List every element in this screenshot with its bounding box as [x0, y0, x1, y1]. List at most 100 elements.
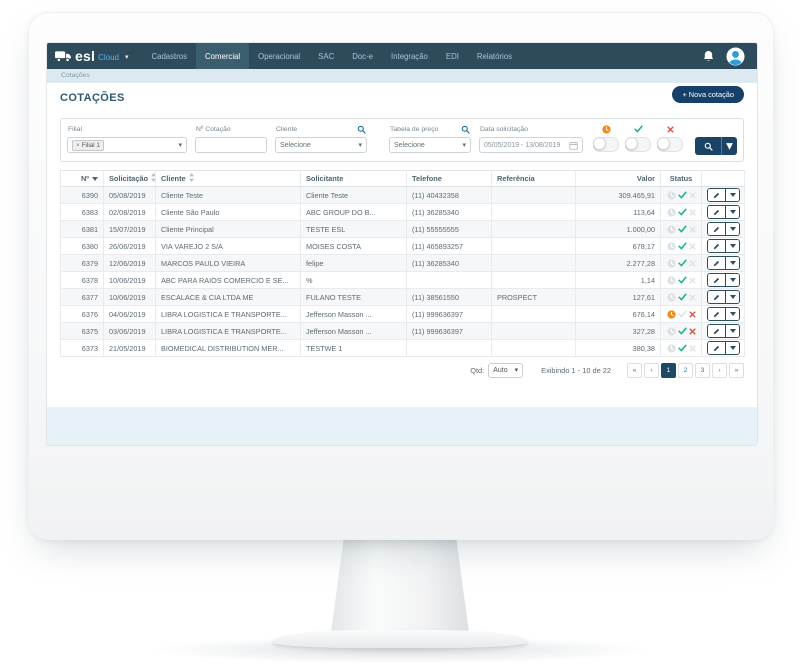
pagination-prev[interactable]: ‹: [644, 362, 659, 378]
column-label: Solicitação: [109, 174, 149, 183]
app-logo[interactable]: esl Cloud ▾: [55, 49, 128, 63]
edit-quote-button[interactable]: [708, 206, 725, 218]
table-row[interactable]: 6390 05/08/2019 Cliente Teste Cliente Teste…: [60, 186, 745, 204]
row-actions-dropdown-button[interactable]: [725, 206, 739, 218]
monitor-frame: esl Cloud ▾ Cadastros Comercial Operaciona…: [28, 12, 774, 540]
cliente-select[interactable]: Selecione ▾: [275, 137, 367, 153]
cotacao-input[interactable]: [195, 137, 267, 153]
pagination-first[interactable]: «: [627, 362, 642, 378]
clock-icon: [666, 207, 676, 217]
cell-telefone: [406, 271, 492, 289]
edit-quote-button[interactable]: [708, 291, 725, 303]
notifications-bell-icon[interactable]: [703, 50, 714, 62]
pagination-last[interactable]: »: [729, 362, 744, 378]
row-actions-dropdown-button[interactable]: [725, 189, 739, 201]
row-actions-dropdown-button[interactable]: [725, 308, 739, 320]
edit-quote-button[interactable]: [708, 189, 725, 201]
row-action-group: [707, 205, 740, 219]
cell-referencia: [491, 237, 576, 255]
table-row[interactable]: 6381 15/07/2019 Cliente Principal TESTE ESL…: [60, 220, 745, 238]
title-row: COTAÇÕES + Nova cotação: [60, 83, 744, 113]
search-button[interactable]: [695, 137, 721, 155]
column-header-cliente[interactable]: Cliente: [155, 170, 301, 187]
user-avatar[interactable]: [726, 46, 745, 66]
cell-solicitante: Jefferson Masson ...: [300, 322, 407, 340]
check-icon: [677, 242, 687, 250]
edit-quote-button[interactable]: [708, 308, 725, 320]
column-header-solicitacao[interactable]: Solicitação: [103, 170, 156, 187]
table-row[interactable]: 6383 02/08/2019 Cliente São Paulo ABC GROUP…: [60, 203, 745, 221]
search-options-button[interactable]: ▾: [721, 137, 737, 155]
search-icon[interactable]: [461, 125, 470, 134]
pagination-page-3[interactable]: 3: [695, 362, 710, 378]
pending-toggle[interactable]: [593, 137, 619, 152]
edit-quote-button[interactable]: [708, 342, 725, 354]
nav-item-comercial[interactable]: Comercial: [196, 43, 250, 69]
pagination-page-2[interactable]: 2: [678, 362, 693, 378]
cell-telefone: (11) 38561550: [406, 288, 492, 306]
row-actions-dropdown-button[interactable]: [725, 342, 739, 354]
table-row[interactable]: 6377 10/06/2019 ESCALACE & CIA LTDA ME FULA…: [60, 288, 745, 306]
nav-item-edi[interactable]: EDI: [445, 51, 459, 61]
row-actions-dropdown-button[interactable]: [725, 291, 739, 303]
pagination-page-1[interactable]: 1: [661, 362, 676, 378]
x-icon: [666, 124, 674, 134]
edit-quote-button[interactable]: [708, 240, 725, 252]
table-row[interactable]: 6379 12/06/2019 MARCOS PAULO VIEIRA felipe(…: [60, 254, 745, 272]
nav-item-sac[interactable]: SAC: [318, 51, 335, 61]
edit-quote-button[interactable]: [708, 223, 725, 235]
breadcrumb[interactable]: Cotações: [47, 69, 757, 83]
table-row[interactable]: 6373 21/05/2019 BIOMEDICAL DISTRIBUTION ME…: [60, 339, 745, 357]
row-actions-dropdown-button[interactable]: [725, 223, 739, 235]
table-row[interactable]: 6380 26/06/2019 VIA VAREJO 2 S/A MOISES COS…: [60, 237, 745, 255]
cell-solicitacao: 21/05/2019: [103, 339, 156, 357]
tabela-select[interactable]: Selecione ▾: [389, 137, 471, 153]
table-row[interactable]: 6376 04/06/2019 LIBRA LOGISTICA E TRANSPOR…: [60, 305, 745, 323]
nav-item-doc-e[interactable]: Doc-e: [352, 51, 374, 61]
table-row[interactable]: 6378 10/06/2019 ABC PARA RAIOS COMERCIO E …: [60, 271, 745, 289]
remove-tag-icon[interactable]: ×: [76, 141, 80, 149]
column-header-telefone: Telefone: [406, 170, 492, 187]
nav-item-relatorios[interactable]: Relatórios: [476, 51, 512, 61]
edit-quote-button[interactable]: [708, 274, 725, 286]
cell-actions: [701, 220, 745, 238]
chevron-down-icon: ▾: [358, 142, 362, 149]
table-header-row: Nº Solicitação Cliente Solicitante Telefone R…: [60, 170, 745, 187]
cell-cliente: MARCOS PAULO VIEIRA: [155, 254, 301, 272]
approved-toggle[interactable]: [625, 137, 651, 152]
edit-quote-button[interactable]: [708, 325, 725, 337]
cell-numero: 6383: [60, 203, 104, 221]
row-actions-dropdown-button[interactable]: [725, 274, 739, 286]
nav-item-integracao[interactable]: Integração: [391, 51, 428, 61]
chevron-down-icon: ▾: [178, 142, 182, 149]
cell-solicitacao: 15/07/2019: [103, 220, 156, 238]
cell-referencia: [491, 322, 576, 340]
cotacao-label: Nº Cotação: [196, 125, 231, 133]
rejected-toggle[interactable]: [657, 137, 683, 152]
nav-item-operacional[interactable]: Operacional: [258, 51, 301, 61]
cell-telefone: [406, 339, 492, 357]
clock-icon: [666, 241, 676, 251]
cell-actions: [701, 254, 745, 272]
cell-referencia: PROSPECT: [491, 288, 576, 306]
x-icon: [688, 310, 696, 318]
pagination-next[interactable]: ›: [712, 362, 727, 378]
row-action-group: [707, 239, 740, 253]
new-quote-button[interactable]: + Nova cotação: [672, 85, 744, 103]
edit-quote-button[interactable]: [708, 257, 725, 269]
check-icon: [677, 344, 687, 352]
search-icon[interactable]: [357, 125, 366, 134]
cell-cliente: ABC PARA RAIOS COMERCIO E SE...: [155, 271, 301, 289]
date-range-input[interactable]: 05/05/2019 - 13/08/2019: [479, 137, 583, 153]
row-actions-dropdown-button[interactable]: [725, 325, 739, 337]
nav-item-cadastros[interactable]: Cadastros: [151, 51, 188, 61]
table-row[interactable]: 6375 03/06/2019 LIBRA LOGISTICA E TRANSPOR…: [60, 322, 745, 340]
cell-solicitante: TESTWE 1: [300, 339, 407, 357]
cell-numero: 6375: [60, 322, 104, 340]
column-header-n[interactable]: Nº: [60, 170, 104, 187]
check-icon: [677, 293, 687, 301]
row-actions-dropdown-button[interactable]: [725, 257, 739, 269]
page-size-select[interactable]: Auto ▾: [488, 362, 524, 378]
row-actions-dropdown-button[interactable]: [725, 240, 739, 252]
filial-select[interactable]: × Filial 1 ▾: [67, 137, 187, 153]
